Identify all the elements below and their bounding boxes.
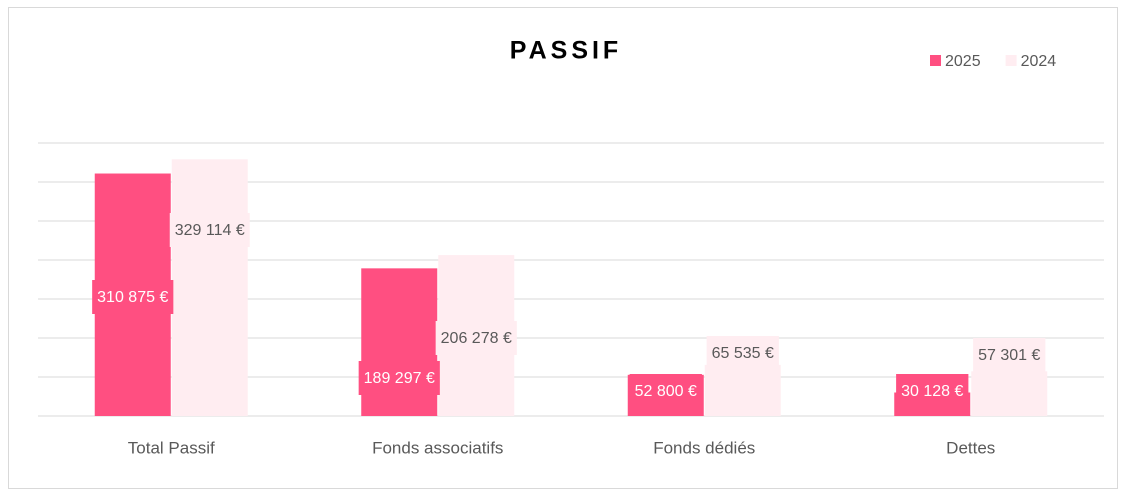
value-label-box [629,374,702,408]
value-label: 57 301 € [978,347,1040,364]
legend-swatch [930,55,941,66]
value-label: 310 875 € [97,289,168,306]
value-label: 189 297 € [364,370,435,387]
value-label-box [92,280,174,314]
value-label-box [973,338,1046,372]
value-label-box [896,374,969,408]
x-tick-label: Dettes [946,438,995,457]
bar [971,371,1048,416]
x-tick-label: Fonds dédiés [653,438,755,457]
value-label-box [706,336,779,370]
bar [704,364,781,416]
x-tick-label: Fonds associatifs [372,438,503,457]
chart-title: PASSIF [510,37,622,65]
legend-swatch [1005,55,1017,66]
value-label: 65 535 € [712,345,774,362]
value-label: 30 128 € [901,383,963,400]
value-label-box [358,361,440,395]
value-label: 206 278 € [441,330,512,347]
x-tick-label: Total Passif [128,438,215,457]
legend-label: 2025 [945,53,981,70]
value-label: 329 114 € [175,222,245,239]
legend-label: 2024 [1021,53,1057,70]
value-label-box [169,213,250,247]
value-label-box [435,321,517,355]
bar [171,159,248,416]
value-label: 52 800 € [635,383,697,400]
